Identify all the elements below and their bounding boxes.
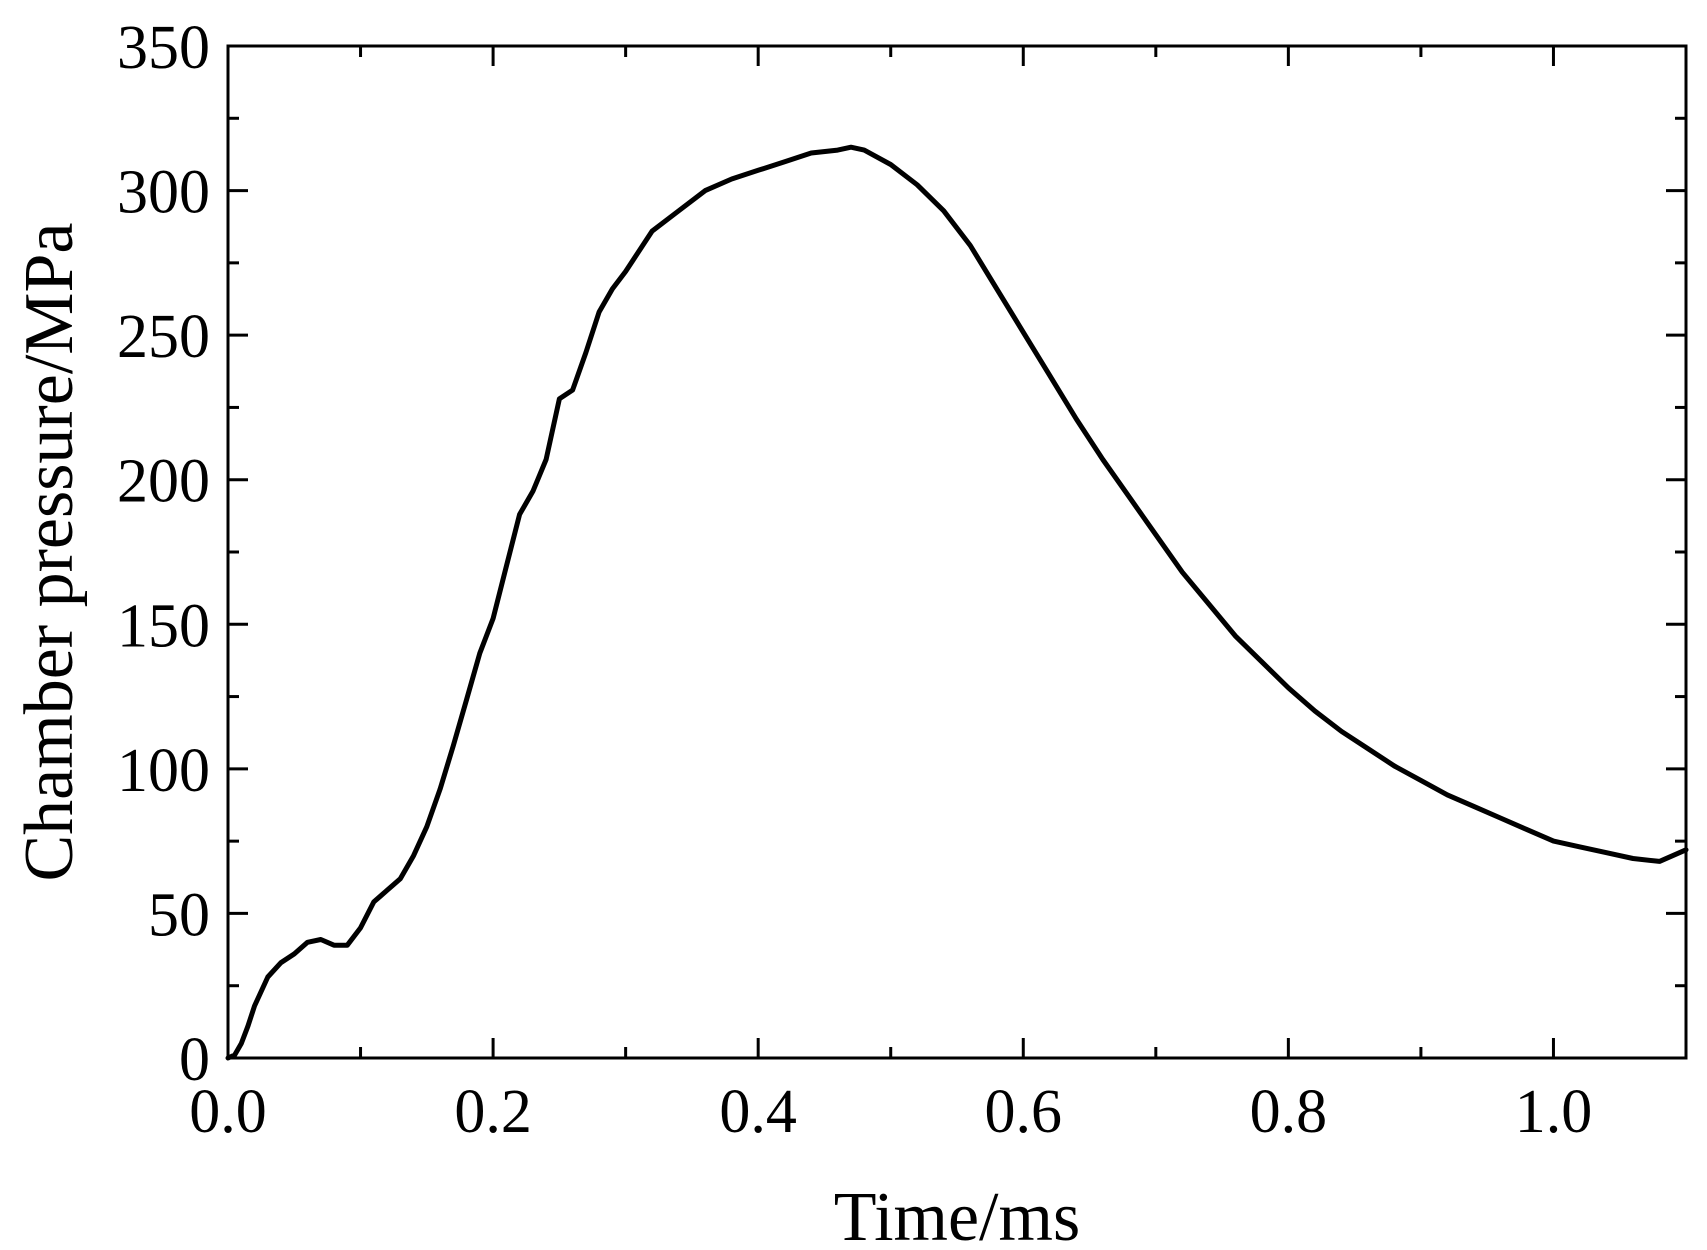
x-axis-title: Time/ms [834,1179,1080,1250]
y-tick-label: 50 [148,881,210,949]
plot-frame [226,44,1688,1060]
x-tick-label: 1.0 [1515,1078,1593,1146]
y-tick-label: 300 [117,159,210,227]
y-tick-label: 100 [117,737,210,805]
x-tick-label: 0.6 [985,1078,1063,1146]
x-tick-label: 0.2 [454,1078,532,1146]
x-tick-label: 0.0 [189,1078,267,1146]
y-axis-title: Chamber pressure/MPa [11,222,88,881]
y-tick-label: 350 [117,14,210,82]
y-tick-label: 250 [117,303,210,371]
y-tick-label: 0 [179,1026,210,1094]
series-line [225,144,1689,1061]
ticks [226,44,1686,1060]
tick-labels: 0.0 0.2 0.4 0.6 0.8 1.0 0 50 100 150 200 250 300 350 [117,14,1592,1146]
y-tick-label: 200 [117,448,210,516]
x-tick-label: 0.8 [1250,1078,1328,1146]
y-tick-label: 150 [117,592,210,660]
x-tick-label: 0.4 [719,1078,797,1146]
